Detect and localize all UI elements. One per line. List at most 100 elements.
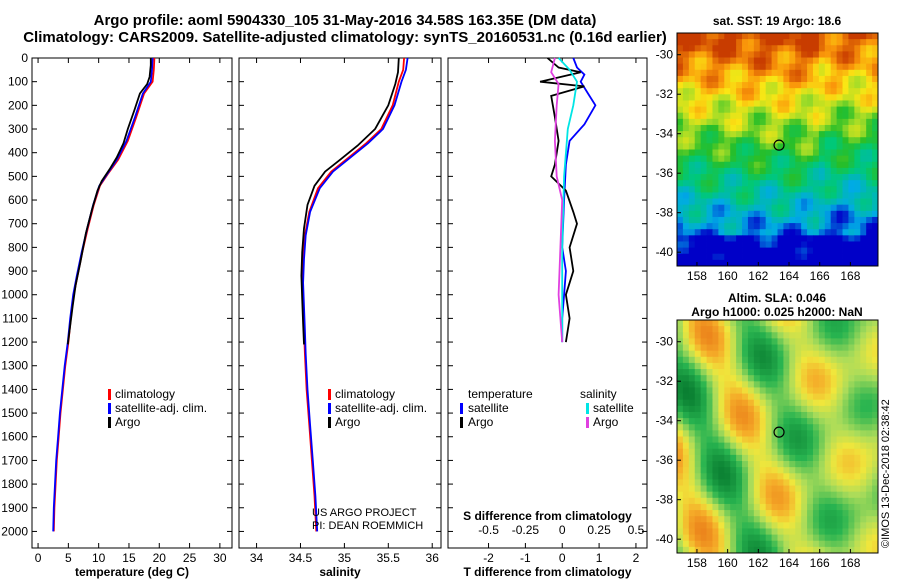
sla-cell xyxy=(801,430,808,437)
sla-cell xyxy=(824,338,832,345)
sla-cell xyxy=(860,467,867,474)
sla-cell xyxy=(700,411,707,419)
sla-cell xyxy=(830,375,838,382)
sla-cell xyxy=(682,369,690,376)
sst-cell xyxy=(830,45,838,52)
map-x-tick-label: 168 xyxy=(840,269,860,283)
sst-cell xyxy=(789,82,796,89)
sla-cell xyxy=(789,534,796,542)
sla-cell xyxy=(759,546,767,554)
sst-cell xyxy=(712,137,719,144)
sst-cell xyxy=(789,167,796,175)
sst-cell xyxy=(860,253,867,261)
sla-cell xyxy=(866,369,873,376)
sla-cell xyxy=(718,424,725,431)
sst-cell xyxy=(854,124,861,132)
sla-cell xyxy=(872,467,879,474)
sst-cell xyxy=(789,155,796,163)
sst-cell xyxy=(777,210,784,218)
y-tick-label: 0 xyxy=(21,51,28,65)
sla-cell xyxy=(747,528,755,535)
sst-cell xyxy=(801,241,808,248)
sla-cell xyxy=(700,326,707,333)
sla-cell xyxy=(842,436,849,444)
sla-cell xyxy=(795,362,802,370)
sla-cell xyxy=(824,534,832,542)
sla-cell xyxy=(765,448,772,456)
sst-cell xyxy=(795,180,802,187)
sla-cell xyxy=(777,479,784,486)
sst-cell xyxy=(854,155,861,163)
sla-cell xyxy=(742,418,749,425)
sla-cell xyxy=(736,436,743,444)
sla-cell xyxy=(777,356,784,364)
sst-cell xyxy=(872,210,879,218)
map-y-tick-label: -30 xyxy=(656,335,674,349)
sla-cell xyxy=(694,436,702,444)
sla-cell xyxy=(730,467,737,474)
sla-cell xyxy=(706,344,713,352)
sst-cell xyxy=(854,94,861,101)
sla-cell xyxy=(777,362,784,370)
x2-tick-label: 0.5 xyxy=(628,523,645,537)
sla-cell xyxy=(824,356,832,364)
map-y-tick-label: -30 xyxy=(656,48,674,62)
sst-cell xyxy=(795,100,802,107)
sla-cell xyxy=(730,344,737,352)
sst-cell xyxy=(730,149,737,157)
sst-cell xyxy=(682,161,690,169)
sla-cell xyxy=(866,461,873,468)
sla-cell xyxy=(765,510,772,517)
sla-cell xyxy=(706,467,713,474)
plot-frame xyxy=(238,57,442,549)
sst-cell xyxy=(789,45,796,52)
sst-cell xyxy=(801,155,808,163)
sst-cell xyxy=(842,210,849,218)
sst-cell xyxy=(872,198,879,206)
sst-cell xyxy=(765,137,772,144)
sla-cell xyxy=(836,534,843,542)
sst-cell xyxy=(818,94,826,101)
sla-cell xyxy=(842,411,849,419)
sla-cell xyxy=(783,362,790,370)
sla-cell xyxy=(718,326,725,333)
sla-cell xyxy=(783,405,790,413)
sst-cell xyxy=(724,118,731,126)
sla-cell xyxy=(742,387,749,394)
sla-cell xyxy=(795,430,802,437)
y-tick-label: 1400 xyxy=(1,382,28,396)
sla-cell xyxy=(677,454,684,462)
sla-cell xyxy=(848,356,855,364)
sst-cell xyxy=(777,204,784,212)
sst-cell xyxy=(801,106,808,114)
sst-cell xyxy=(824,137,832,144)
sla-cell xyxy=(872,393,879,401)
sst-cell xyxy=(836,161,843,169)
sst-cell xyxy=(753,69,761,77)
sla-cell xyxy=(848,436,855,444)
sst-cell xyxy=(682,155,690,163)
sst-cell xyxy=(694,247,702,255)
sla-cell xyxy=(848,528,855,535)
sst-cell xyxy=(812,69,820,77)
sst-cell xyxy=(807,259,814,267)
sst-cell xyxy=(724,45,731,52)
sla-cell xyxy=(694,454,702,462)
sla-cell xyxy=(801,399,808,407)
sst-cell xyxy=(718,112,725,120)
sla-cell xyxy=(848,485,855,493)
sst-cell xyxy=(688,106,696,114)
sla-cell xyxy=(730,362,737,370)
sst-cell xyxy=(718,39,725,46)
sst-cell xyxy=(706,149,713,157)
sla-cell xyxy=(795,516,802,523)
sst-cell xyxy=(771,210,778,218)
sst-cell xyxy=(694,186,702,193)
sst-cell xyxy=(860,45,867,52)
sla-cell xyxy=(812,326,820,333)
sst-cell xyxy=(730,259,737,267)
sla-cell xyxy=(765,540,772,548)
sla-cell xyxy=(759,338,767,345)
sla-cell xyxy=(801,473,808,480)
sst-cell xyxy=(700,167,707,175)
